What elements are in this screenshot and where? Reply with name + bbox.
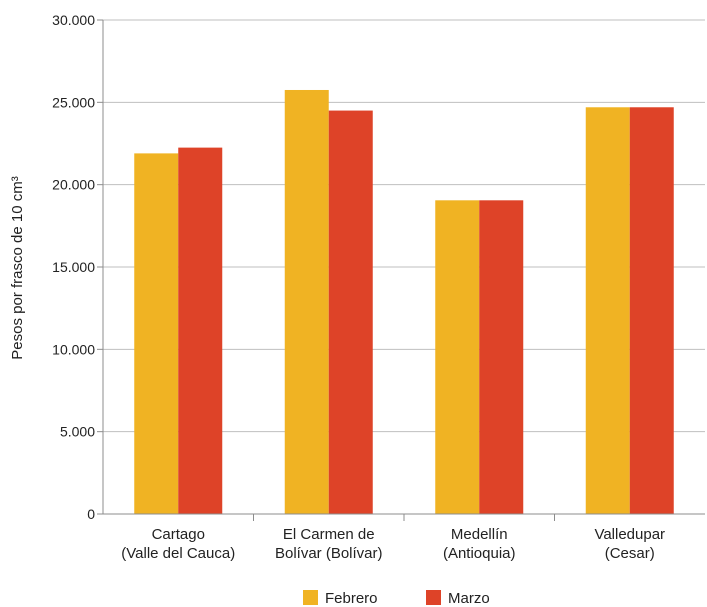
y-tick-label: 15.000 — [52, 259, 95, 275]
y-tick-label: 10.000 — [52, 341, 95, 357]
legend-swatch-marzo — [426, 590, 441, 605]
y-tick-label: 30.000 — [52, 12, 95, 28]
y-tick-labels: 0 5.000 10.000 15.000 20.000 25.000 30.000 — [52, 12, 95, 522]
y-axis-label: Pesos por frasco de 10 cm³ — [9, 176, 26, 359]
bar-marzo — [178, 147, 223, 514]
y-tick-label: 0 — [87, 506, 95, 522]
axes — [102, 20, 705, 521]
bars — [134, 89, 674, 515]
x-category-label: Cartago (Valle del Cauca) — [121, 526, 235, 562]
legend-label-marzo: Marzo — [448, 590, 490, 607]
x-category-labels: Cartago (Valle del Cauca) El Carmen de Bolí… — [121, 526, 665, 562]
y-tick-label: 20.000 — [52, 177, 95, 193]
x-category-label: Medellín (Antioquia) — [443, 526, 516, 562]
legend-label-febrero: Febrero — [325, 590, 378, 607]
y-tick-label: 5.000 — [60, 424, 95, 440]
bar-marzo — [479, 200, 524, 514]
bar-febrero — [435, 200, 480, 514]
bar-febrero — [284, 89, 329, 514]
x-category-label: El Carmen de Bolívar (Bolívar) — [275, 526, 383, 562]
legend: Febrero Marzo — [303, 590, 490, 607]
bar-marzo — [328, 110, 373, 515]
bar-febrero — [585, 107, 630, 515]
x-category-label: Valledupar (Cesar) — [594, 526, 665, 562]
y-tick-label: 25.000 — [52, 94, 95, 110]
legend-swatch-febrero — [303, 590, 318, 605]
bar-febrero — [134, 153, 179, 514]
bar-marzo — [629, 107, 674, 515]
